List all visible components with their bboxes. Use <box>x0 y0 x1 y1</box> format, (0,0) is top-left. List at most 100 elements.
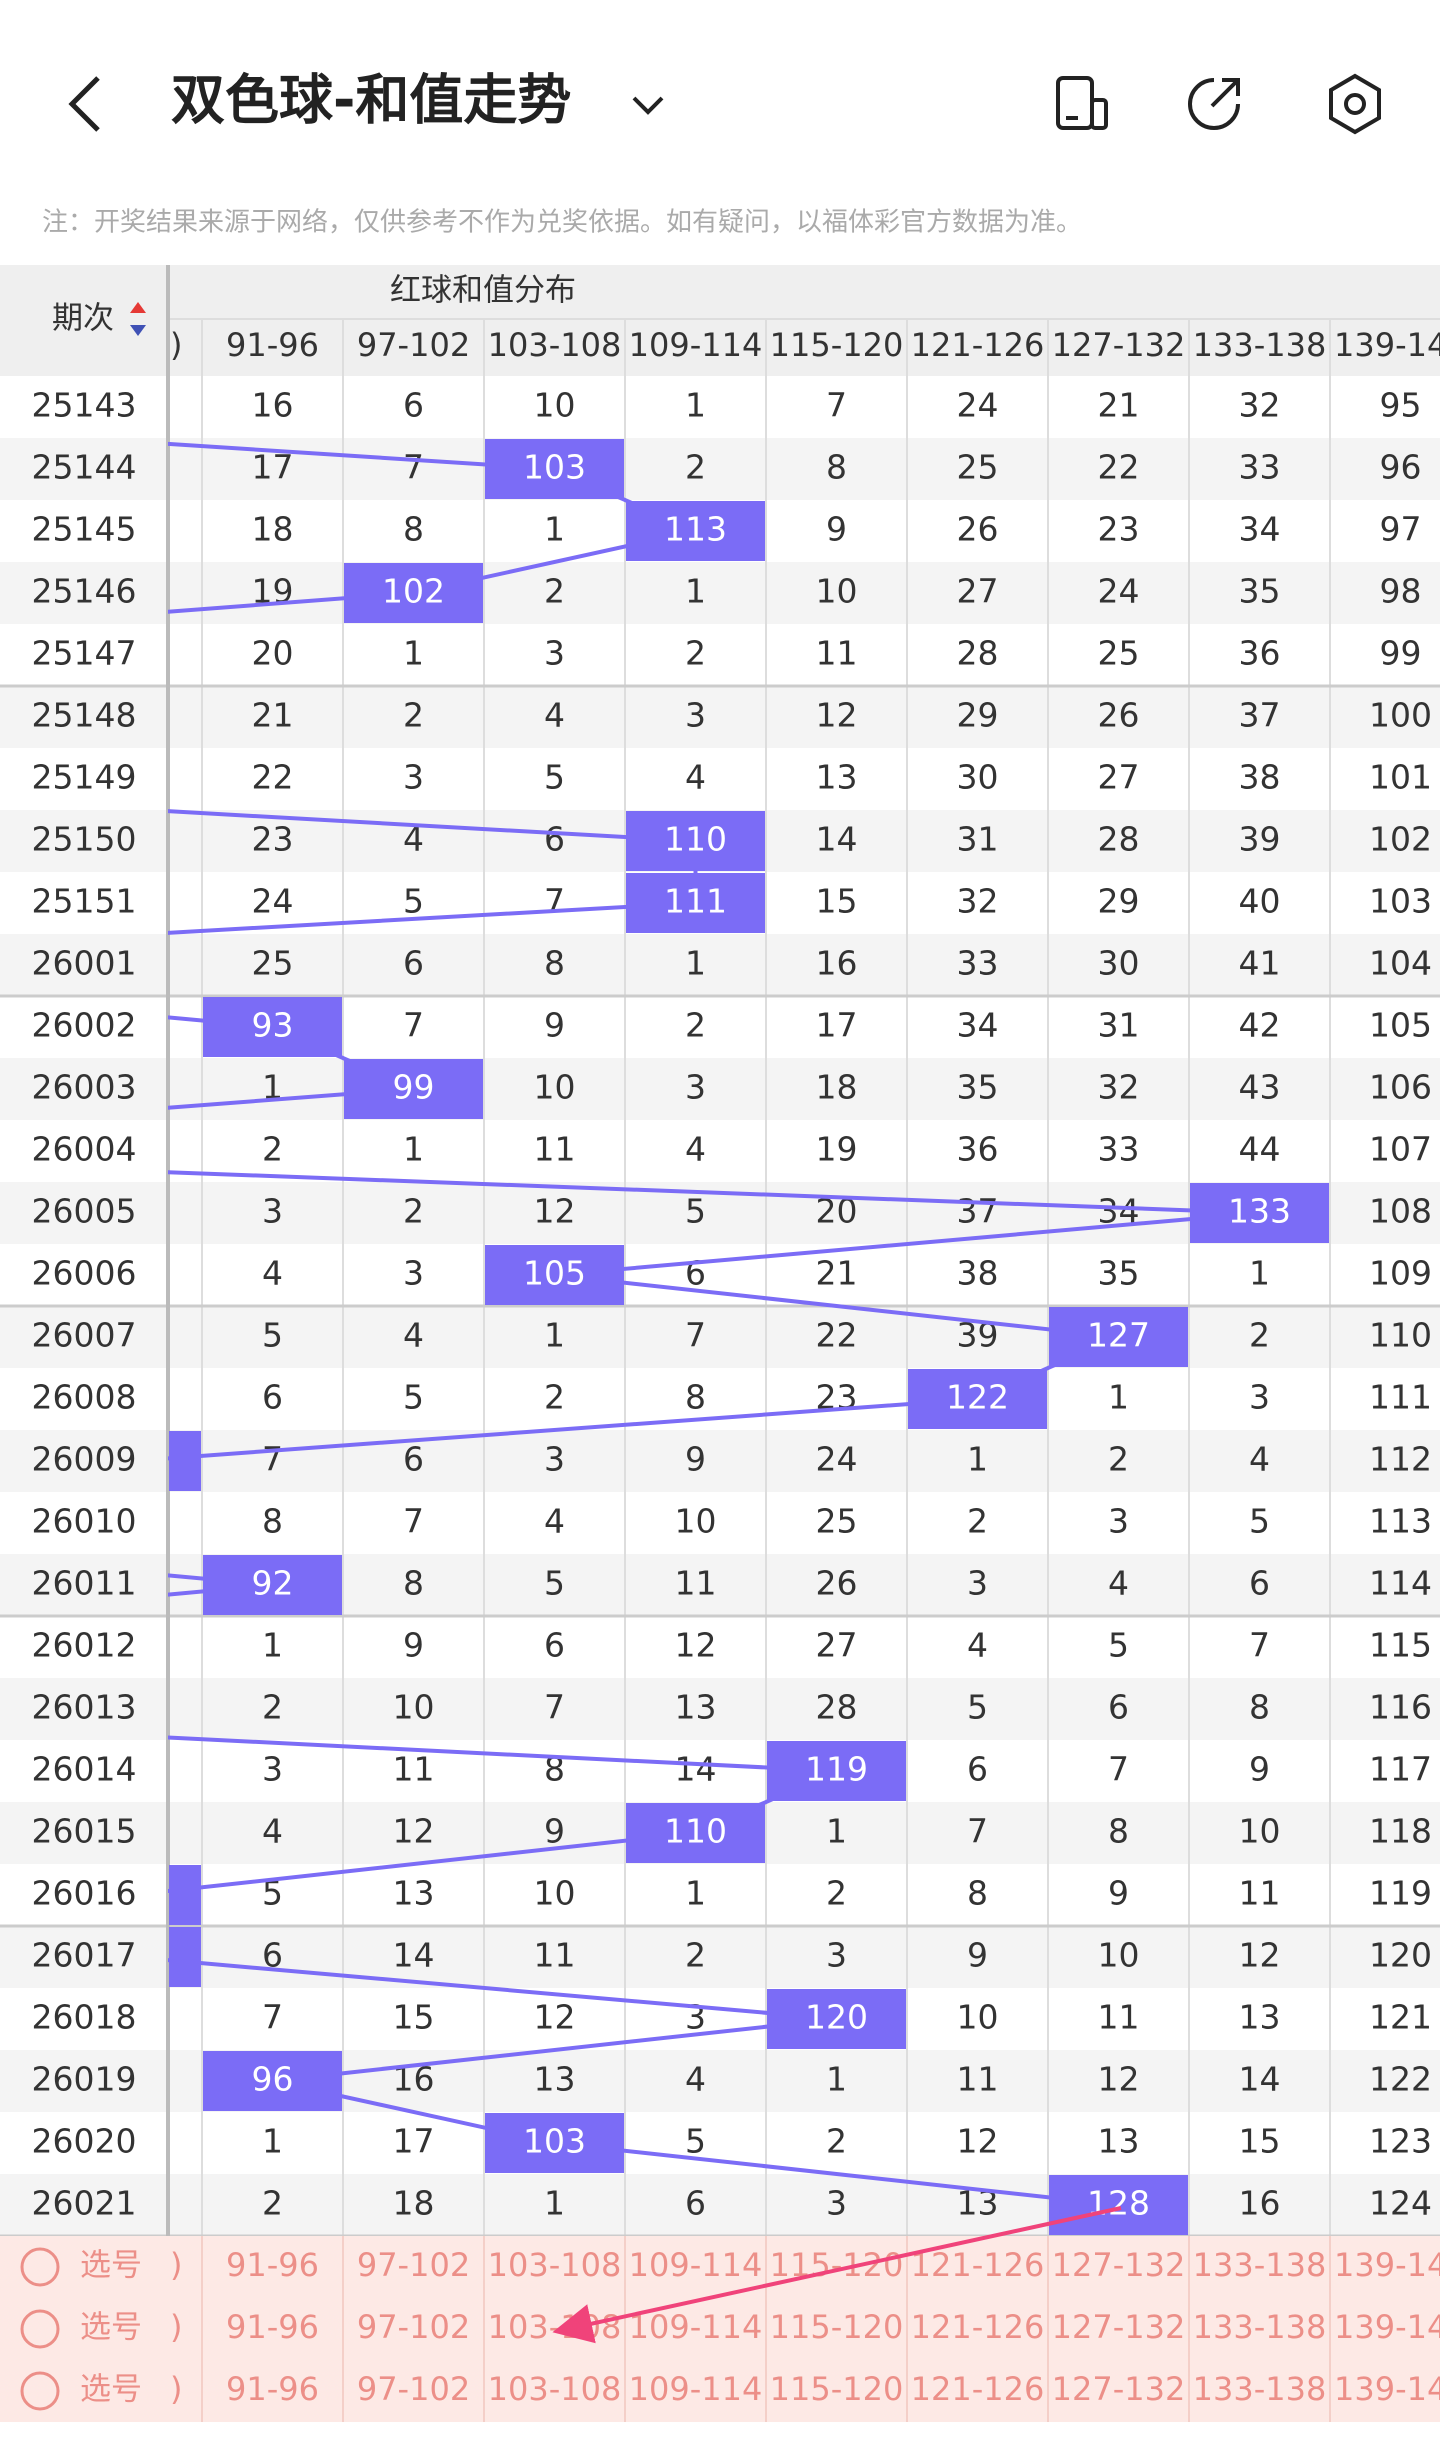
cell: 21 <box>252 696 294 735</box>
cell: 5 <box>967 1688 988 1727</box>
period: 26019 <box>32 2060 137 2099</box>
cell: 3 <box>262 1750 283 1789</box>
select-option[interactable]: 133-138 <box>1193 2308 1327 2346</box>
select-option[interactable]: 91-96 <box>226 2308 319 2346</box>
select-option[interactable]: 139-14 <box>1334 2370 1440 2408</box>
group-header: 红球和值分布 <box>390 273 576 309</box>
cell: 30 <box>957 758 999 797</box>
select-option[interactable]: 121-126 <box>911 2246 1045 2284</box>
select-option[interactable]: 121-126 <box>911 2370 1045 2408</box>
cell: 14 <box>1239 2060 1281 2099</box>
select-option[interactable]: 103-108 <box>488 2370 622 2408</box>
cell: 5 <box>685 1192 706 1231</box>
cell: 35 <box>1098 1254 1140 1293</box>
cell: 9 <box>685 1440 706 1479</box>
select-option[interactable]: 103-108 <box>488 2308 622 2346</box>
select-option[interactable]: 127-132 <box>1052 2246 1186 2284</box>
cell: 8 <box>262 1502 283 1541</box>
cell: 4 <box>967 1626 988 1665</box>
period: 25143 <box>32 386 137 425</box>
back-button[interactable] <box>68 76 100 132</box>
cell: 22 <box>816 1316 858 1355</box>
column-header: 103-108 <box>488 326 622 364</box>
select-option[interactable]: 115-120 <box>770 2370 904 2408</box>
cell: 3 <box>262 1192 283 1231</box>
cell: 18 <box>393 2184 435 2223</box>
cell: 9 <box>1249 1750 1270 1789</box>
select-option[interactable]: 97-102 <box>357 2370 470 2408</box>
period: 26009 <box>32 1440 137 1479</box>
cell: 123 <box>1369 2122 1432 2161</box>
select-option[interactable]: 139-14 <box>1334 2308 1440 2346</box>
cell: 12 <box>534 1998 576 2037</box>
cell: 13 <box>1239 1998 1281 2037</box>
select-radio[interactable] <box>20 2309 60 2349</box>
cell: 13 <box>675 1688 717 1727</box>
select-option[interactable]: 127-132 <box>1052 2370 1186 2408</box>
select-option[interactable]: ) <box>170 2370 182 2408</box>
icon-orientation[interactable] <box>1056 76 1108 130</box>
select-option[interactable]: 97-102 <box>357 2308 470 2346</box>
dropdown[interactable] <box>632 96 664 115</box>
cell: 6 <box>1249 1564 1270 1603</box>
select-option[interactable]: 103-108 <box>488 2246 622 2284</box>
select-option[interactable]: 121-126 <box>911 2308 1045 2346</box>
cell: 41 <box>1239 944 1281 983</box>
cell: 29 <box>1098 882 1140 921</box>
select-option[interactable]: 91-96 <box>226 2370 319 2408</box>
cell: 4 <box>403 820 424 859</box>
select-option[interactable]: 97-102 <box>357 2246 470 2284</box>
cell: 108 <box>1369 1192 1432 1231</box>
cell: 10 <box>1239 1812 1281 1851</box>
cell: 7 <box>685 1316 706 1355</box>
icon-settings[interactable] <box>1329 73 1381 135</box>
select-radio[interactable] <box>20 2371 60 2411</box>
select-option[interactable]: 115-120 <box>770 2308 904 2346</box>
row-bg <box>0 1740 1440 1802</box>
select-option[interactable]: 139-14 <box>1334 2246 1440 2284</box>
select-option[interactable]: 109-114 <box>629 2370 763 2408</box>
icon-share[interactable] <box>1188 78 1240 130</box>
cell: 4 <box>403 1316 424 1355</box>
column-header: ) <box>170 326 182 364</box>
hit-value: 111 <box>664 882 727 921</box>
cell: 25 <box>1098 634 1140 673</box>
select-option[interactable]: 109-114 <box>629 2246 763 2284</box>
cell: 2 <box>262 1130 283 1169</box>
cell: 1 <box>826 1812 847 1851</box>
cell: 36 <box>957 1130 999 1169</box>
select-option[interactable]: 133-138 <box>1193 2246 1327 2284</box>
select-option[interactable]: 91-96 <box>226 2246 319 2284</box>
cell: 3 <box>544 1440 565 1479</box>
select-option[interactable]: ) <box>170 2246 182 2284</box>
select-row-bg <box>0 2298 1440 2360</box>
cell: 2 <box>967 1502 988 1541</box>
cell: 2 <box>544 1378 565 1417</box>
cell: 22 <box>1098 448 1140 487</box>
cell: 25 <box>252 944 294 983</box>
select-radio[interactable] <box>20 2247 60 2287</box>
cell: 14 <box>393 1936 435 1975</box>
cell: 32 <box>1239 386 1281 425</box>
period: 26013 <box>32 1688 137 1727</box>
cell: 4 <box>262 1254 283 1293</box>
cell: 8 <box>544 1750 565 1789</box>
select-option[interactable]: 133-138 <box>1193 2370 1327 2408</box>
select-label: 选号 <box>80 2310 142 2346</box>
cell: 28 <box>816 1688 858 1727</box>
period: 26015 <box>32 1812 137 1851</box>
cell: 4 <box>685 758 706 797</box>
cell: 10 <box>957 1998 999 2037</box>
cell: 3 <box>826 1936 847 1975</box>
select-option[interactable]: 109-114 <box>629 2308 763 2346</box>
note: 注：开奖结果来源于网络，仅供参考不作为兑奖依据。如有疑问，以福体彩官方数据为准。 <box>42 208 1082 238</box>
cell: 8 <box>1108 1812 1129 1851</box>
select-option[interactable]: 115-120 <box>770 2246 904 2284</box>
select-option[interactable]: ) <box>170 2308 182 2346</box>
select-option[interactable]: 127-132 <box>1052 2308 1186 2346</box>
hit-value: 128 <box>1087 2184 1150 2223</box>
cell: 34 <box>1239 510 1281 549</box>
period: 26021 <box>32 2184 137 2223</box>
